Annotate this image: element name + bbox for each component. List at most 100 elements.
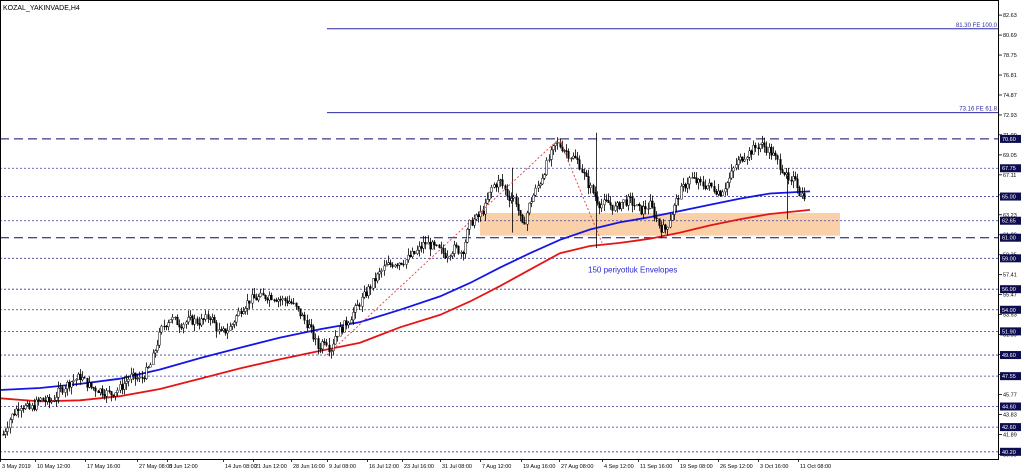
candle-body — [138, 376, 141, 379]
y-axis-tick-label: 82.63 — [1003, 13, 1017, 19]
candle-body — [671, 214, 674, 221]
candle-body — [209, 318, 212, 320]
candle-body — [413, 251, 416, 254]
candle-body — [600, 204, 603, 209]
candle-body — [160, 325, 163, 333]
price-tag — [1000, 447, 1021, 456]
candle-body — [429, 242, 432, 250]
candle-body — [572, 155, 575, 159]
candle-body — [455, 244, 458, 247]
x-axis-tick-label: 27 Aug 08:00 — [561, 464, 593, 470]
candle-body — [710, 182, 713, 187]
candle-body — [402, 263, 405, 266]
candle-body — [383, 265, 386, 271]
candles-layer — [2, 132, 806, 439]
candle-body — [776, 155, 779, 160]
candle-body — [110, 391, 113, 396]
candle-body — [310, 324, 313, 327]
candle-body — [262, 292, 265, 296]
candle-body — [693, 177, 696, 179]
candle-body — [774, 152, 777, 156]
zigzag-line — [326, 138, 603, 356]
candle-body — [543, 174, 546, 179]
candle-body — [460, 251, 463, 254]
candle-body — [240, 310, 243, 315]
candle-body — [770, 146, 773, 156]
candle-body — [499, 179, 502, 181]
candle-body — [270, 294, 273, 300]
candle-body — [482, 210, 485, 215]
candle-body — [367, 286, 370, 297]
candle-body — [61, 387, 64, 393]
candle-body — [563, 150, 566, 152]
candle-body — [715, 191, 718, 195]
candle-body — [468, 219, 471, 230]
candle-body — [477, 214, 480, 217]
candle-body — [169, 319, 172, 323]
candle-body — [226, 330, 229, 334]
candle-body — [653, 206, 656, 218]
candle-body — [526, 212, 529, 225]
candle-body — [781, 169, 784, 173]
candle-body — [125, 381, 128, 384]
candle-body — [592, 185, 595, 194]
candle-body — [361, 296, 364, 307]
candle-body — [484, 202, 487, 215]
candle-body — [345, 320, 348, 326]
candle-body — [9, 419, 12, 429]
plot-frame — [0, 0, 999, 460]
candle-body — [79, 373, 82, 381]
x-axis-tick-label: 21 Jun 12:00 — [255, 464, 287, 470]
candle-body — [218, 329, 221, 332]
candle-body — [156, 344, 159, 351]
candle-body — [50, 400, 53, 403]
candle-body — [732, 167, 735, 172]
candle-body — [187, 317, 190, 323]
candle-body — [779, 159, 782, 170]
price-tag-label: 56.00 — [1002, 287, 1016, 293]
candle-body — [603, 199, 606, 205]
candle-body — [490, 187, 493, 193]
candle-body — [730, 170, 733, 179]
candle-body — [721, 191, 724, 197]
candle-body — [341, 326, 344, 333]
candle-body — [647, 208, 650, 210]
price-tag-label: 44.60 — [1002, 405, 1016, 411]
envelopes-annotation: 150 periyotluk Envelopes — [588, 266, 677, 275]
candle-body — [801, 193, 804, 197]
x-axis-tick-label: 3 Oct 16:00 — [760, 464, 788, 470]
candle-body — [651, 200, 654, 208]
candle-body — [290, 301, 293, 304]
candle-body — [741, 156, 744, 162]
candle-body — [680, 185, 683, 200]
x-axis-tick-label: 19 Sep 08:00 — [680, 464, 713, 470]
candle-body — [407, 254, 410, 261]
candle-body — [466, 229, 469, 243]
candle-body — [314, 338, 317, 340]
candle-body — [11, 413, 14, 420]
candle-body — [167, 322, 170, 327]
candle-body — [796, 178, 799, 188]
y-axis-tick-label: 72.93 — [1003, 113, 1017, 119]
candle-body — [552, 145, 555, 151]
price-tag — [1000, 327, 1021, 336]
candle-body — [4, 431, 7, 435]
zigzag-layer — [326, 138, 603, 356]
candle-body — [281, 298, 284, 301]
candle-body — [336, 335, 339, 338]
y-axis-tick-label: 63.23 — [1003, 213, 1017, 219]
y-axis-tick-label: 78.75 — [1003, 53, 1017, 59]
horizontal-levels-layer — [0, 138, 999, 453]
candle-body — [607, 200, 610, 203]
candle-body — [581, 168, 584, 173]
price-tag — [1000, 285, 1021, 294]
candle-body — [264, 294, 267, 300]
candle-body — [541, 177, 544, 185]
candle-body — [605, 199, 608, 201]
candle-body — [286, 300, 289, 304]
candle-body — [570, 157, 573, 160]
candle-body — [127, 379, 130, 382]
x-axis-tick-label: 7 Aug 12:00 — [482, 464, 511, 470]
candle-body — [176, 316, 179, 326]
